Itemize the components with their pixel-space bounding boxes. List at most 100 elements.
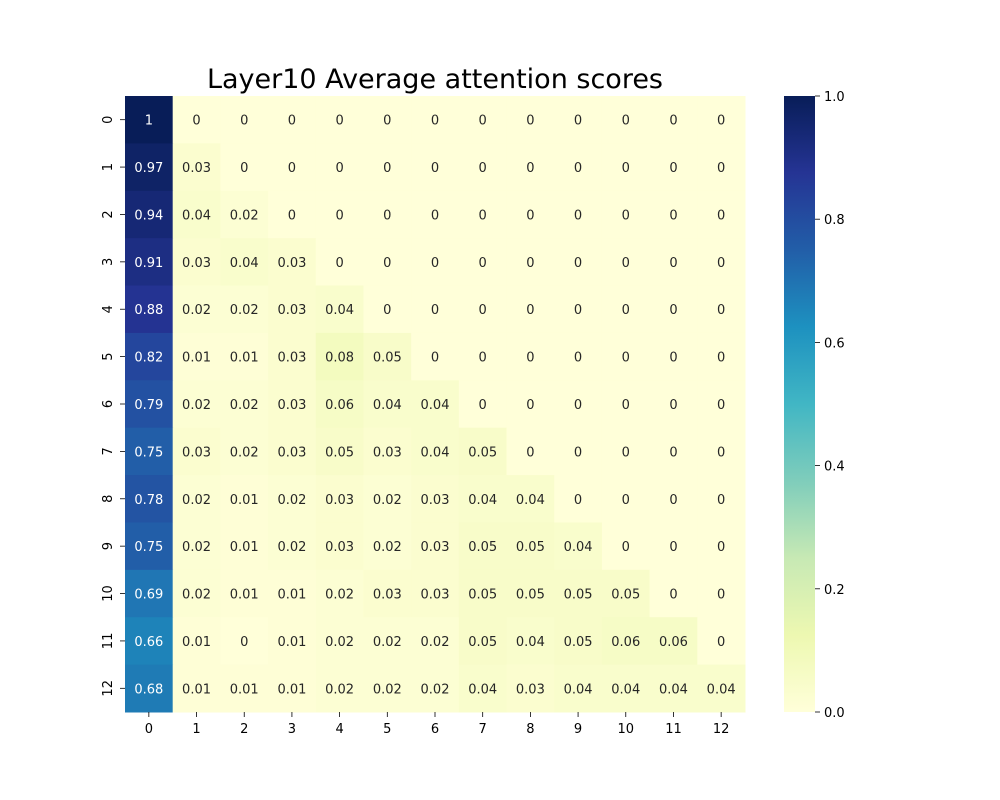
cell-value-label: 0.03	[421, 540, 450, 555]
cell-value-label: 0.94	[134, 208, 163, 223]
cell-value-label: 0.04	[421, 398, 450, 413]
cell-value-label: 1	[145, 114, 153, 129]
cell-value-label: 0	[669, 540, 677, 555]
heatmap-cell	[697, 332, 746, 381]
cell-value-label: 0.02	[325, 682, 354, 697]
heatmap-cell	[506, 143, 555, 192]
heatmap-cell	[172, 569, 221, 618]
heatmap-cell	[172, 332, 221, 381]
cell-value-label: 0	[574, 114, 582, 129]
heatmap-cell	[649, 238, 698, 287]
y-tick-label: 8	[101, 495, 116, 503]
heatmap-cell	[601, 569, 651, 618]
heatmap-cell	[220, 617, 269, 666]
heatmap-cell	[601, 617, 651, 666]
cell-value-label: 0	[622, 208, 630, 223]
cell-value-label: 0	[622, 256, 630, 271]
cell-value-label: 0	[622, 114, 630, 129]
cell-value-label: 0	[192, 114, 200, 129]
cell-value-label: 0	[479, 256, 487, 271]
cell-value-label: 0.79	[134, 398, 163, 413]
heatmap-cell	[649, 522, 698, 571]
cell-value-label: 0	[526, 351, 534, 366]
cell-value-label: 0.02	[277, 540, 306, 555]
cell-value-label: 0.69	[134, 588, 163, 603]
cell-value-label: 0	[717, 161, 725, 176]
heatmap-cell	[315, 143, 364, 192]
cell-value-label: 0	[574, 303, 582, 318]
heatmap-cell	[363, 190, 412, 239]
cell-value-label: 0	[574, 445, 582, 460]
heatmap-cell	[220, 427, 269, 476]
cell-value-label: 0	[479, 398, 487, 413]
heatmap-cell	[697, 569, 746, 618]
colorbar-gradient	[784, 96, 815, 712]
cell-value-label: 0	[335, 114, 343, 129]
heatmap-cell	[554, 380, 603, 429]
heatmap-cell	[411, 332, 460, 381]
heatmap-cell	[411, 427, 460, 476]
heatmap-cell	[411, 380, 460, 429]
cell-value-label: 0.04	[230, 256, 259, 271]
cell-value-label: 0.03	[277, 445, 306, 460]
cell-value-label: 0.03	[325, 493, 354, 508]
heatmap-cell	[697, 475, 746, 523]
cell-value-label: 0	[717, 540, 725, 555]
cell-value-label: 0.04	[611, 682, 640, 697]
heatmap-cell	[697, 143, 746, 192]
heatmap-cell	[363, 427, 412, 476]
colorbar-tick-label: 1.0	[824, 90, 845, 105]
heatmap-cell	[506, 475, 555, 523]
cell-value-label: 0.02	[182, 588, 211, 603]
heatmap-cell	[363, 664, 412, 713]
cell-value-label: 0	[335, 161, 343, 176]
cell-value-label: 0.02	[182, 540, 211, 555]
heatmap-cell	[363, 569, 412, 618]
cell-value-label: 0.05	[516, 588, 545, 603]
x-tick-label: 7	[479, 722, 487, 737]
x-tick-label: 8	[526, 722, 534, 737]
cell-value-label: 0.04	[659, 682, 688, 697]
heatmap-cell	[411, 617, 460, 666]
heatmap-cell	[506, 285, 555, 334]
cell-value-label: 0.02	[182, 493, 211, 508]
cell-value-label: 0	[526, 256, 534, 271]
cell-value-label: 0.68	[134, 682, 163, 697]
heatmap-cell	[458, 285, 508, 334]
heatmap-cell	[315, 569, 364, 618]
heatmap-cell	[697, 617, 746, 666]
cell-value-label: 0.91	[134, 256, 163, 271]
colorbar-tick-label: 0.8	[824, 213, 845, 228]
cell-value-label: 0.03	[182, 256, 211, 271]
cell-value-label: 0	[717, 398, 725, 413]
heatmap-cell	[220, 143, 269, 192]
cell-value-label: 0	[240, 635, 248, 650]
heatmap-cell	[601, 238, 651, 287]
cell-value-label: 0.04	[707, 682, 736, 697]
colorbar-tick-label: 0.6	[824, 336, 845, 351]
cell-value-label: 0	[288, 161, 296, 176]
heatmap-cell	[125, 569, 174, 618]
x-tick-label: 11	[665, 722, 682, 737]
cell-value-label: 0.02	[277, 493, 306, 508]
cell-value-label: 0.04	[373, 398, 402, 413]
heatmap-cell	[315, 475, 364, 523]
cell-value-label: 0	[574, 398, 582, 413]
cell-value-label: 0	[288, 114, 296, 129]
heatmap-cell	[220, 238, 269, 287]
cell-value-label: 0.03	[182, 445, 211, 460]
cell-value-label: 0.03	[277, 351, 306, 366]
cell-value-label: 0.02	[373, 635, 402, 650]
cell-value-label: 0	[479, 208, 487, 223]
cell-value-label: 0.78	[134, 493, 163, 508]
heatmap-cell	[125, 143, 174, 192]
cell-value-label: 0	[669, 303, 677, 318]
heatmap-cell	[125, 285, 174, 334]
heatmap-cell	[125, 190, 174, 239]
cell-value-label: 0	[574, 256, 582, 271]
heatmap-cell	[601, 475, 651, 523]
heatmap-cell	[363, 332, 412, 381]
cell-value-label: 0.02	[230, 208, 259, 223]
cell-value-label: 0.04	[468, 682, 497, 697]
cell-value-label: 0	[479, 114, 487, 129]
